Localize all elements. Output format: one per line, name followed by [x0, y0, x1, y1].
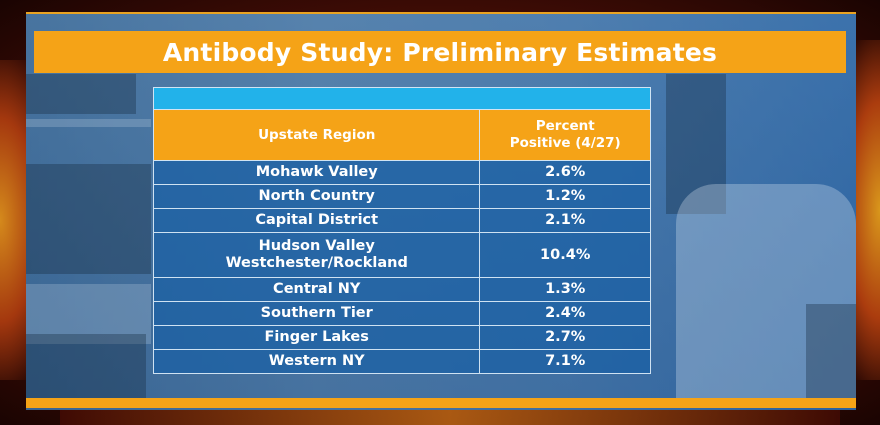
cell-region: Capital District [154, 209, 480, 233]
cell-value: 2.4% [480, 302, 651, 326]
table-row: Hudson Valley Westchester/Rockland 10.4% [154, 233, 651, 278]
lab-device [806, 304, 856, 404]
lab-shelf-shadow [26, 74, 136, 114]
lab-shelf [26, 119, 151, 127]
cell-value: 7.1% [480, 350, 651, 374]
cell-value: 10.4% [480, 233, 651, 278]
cell-region: Central NY [154, 278, 480, 302]
lab-cabinet [26, 164, 151, 274]
header-percent: Percent Positive (4/27) [480, 110, 651, 161]
table-top-band [153, 87, 651, 109]
bottom-accent-bar [26, 398, 856, 408]
data-table-container: Upstate Region Percent Positive (4/27) M… [153, 87, 651, 374]
cell-region: Western NY [154, 350, 480, 374]
cell-value: 1.2% [480, 185, 651, 209]
cell-value: 2.6% [480, 161, 651, 185]
cell-value: 2.1% [480, 209, 651, 233]
title-bar: Antibody Study: Preliminary Estimates [34, 31, 846, 73]
cell-region: Hudson Valley Westchester/Rockland [154, 233, 480, 278]
cell-region-line1: Hudson Valley [259, 238, 375, 254]
cell-value: 2.7% [480, 326, 651, 350]
cell-value: 1.3% [480, 278, 651, 302]
table-row: Capital District 2.1% [154, 209, 651, 233]
table-row: Southern Tier 2.4% [154, 302, 651, 326]
cell-region: Southern Tier [154, 302, 480, 326]
data-table: Upstate Region Percent Positive (4/27) M… [153, 109, 651, 374]
header-percent-line1: Percent [536, 118, 595, 134]
table-row: Finger Lakes 2.7% [154, 326, 651, 350]
table-header-row: Upstate Region Percent Positive (4/27) [154, 110, 651, 161]
cell-region-line2: Westchester/Rockland [226, 255, 408, 271]
table-row: Mohawk Valley 2.6% [154, 161, 651, 185]
table-row: Western NY 7.1% [154, 350, 651, 374]
table-row: North Country 1.2% [154, 185, 651, 209]
header-region: Upstate Region [154, 110, 480, 161]
cell-region: Finger Lakes [154, 326, 480, 350]
lab-equipment [26, 334, 146, 404]
cell-region: North Country [154, 185, 480, 209]
cell-region: Mohawk Valley [154, 161, 480, 185]
page-title: Antibody Study: Preliminary Estimates [163, 38, 717, 67]
header-percent-line2: Positive (4/27) [510, 135, 621, 151]
table-row: Central NY 1.3% [154, 278, 651, 302]
